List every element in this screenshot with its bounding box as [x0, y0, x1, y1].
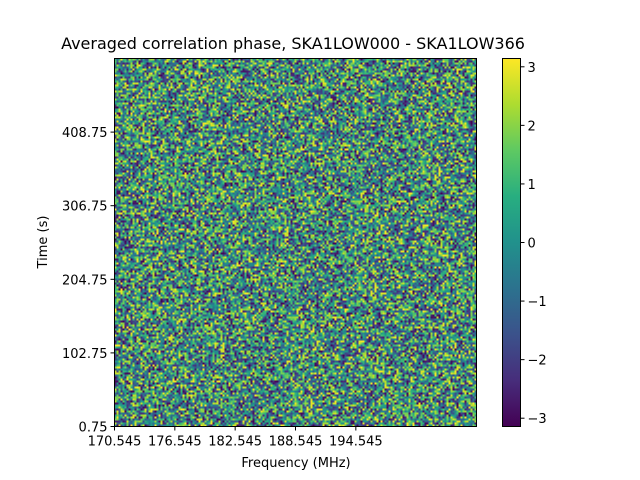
x-tick-label: 182.545 — [208, 435, 262, 450]
x-axis-label: Frequency (MHz) — [241, 456, 350, 471]
colorbar-tick-label: −3 — [528, 412, 547, 427]
heatmap-image — [114, 58, 477, 427]
y-tick-label: 204.75 — [62, 273, 108, 288]
chart-title: Averaged correlation phase, SKA1LOW000 -… — [61, 34, 525, 53]
y-axis-label: Time (s) — [36, 216, 51, 270]
x-tick-label: 194.545 — [329, 435, 383, 450]
x-tick-label: 176.545 — [148, 435, 202, 450]
colorbar-axis: 3 2 1 0 −1 −2 −3 — [520, 61, 547, 427]
y-tick-label: 0.75 — [79, 421, 108, 436]
colorbar — [502, 58, 521, 427]
colorbar-tick-label: 3 — [528, 61, 536, 76]
colorbar-tick-label: 1 — [528, 178, 536, 193]
y-tick-label: 408.75 — [62, 126, 108, 141]
y-axis: 0.75 102.75 204.75 306.75 408.75 — [62, 126, 115, 436]
colorbar-tick-label: 0 — [528, 237, 536, 252]
heatmap-cells — [114, 58, 477, 427]
x-tick-label: 188.545 — [269, 435, 323, 450]
x-tick-label: 170.545 — [88, 435, 142, 450]
x-axis: 170.545 176.545 182.545 188.545 194.545 — [88, 426, 383, 450]
y-tick-label: 102.75 — [62, 347, 108, 362]
colorbar-tick-label: −2 — [528, 354, 547, 369]
y-tick-label: 306.75 — [62, 200, 108, 215]
colorbar-tick-label: −1 — [528, 295, 547, 310]
colorbar-tick-label: 2 — [528, 119, 536, 134]
